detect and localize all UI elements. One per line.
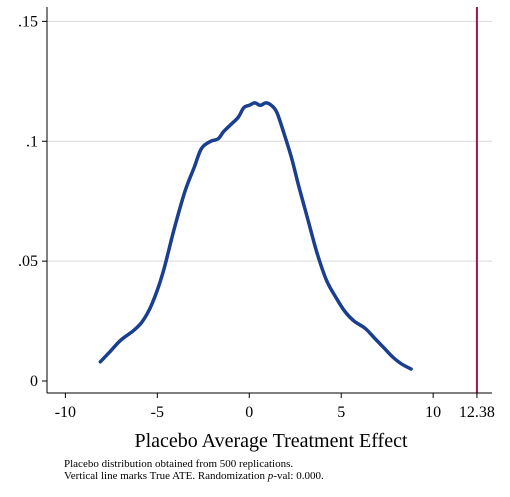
note-line-2-value: -val: 0.000. (273, 470, 324, 482)
x-axis-ticks: -10 -5 0 5 10 12.38 (55, 393, 495, 421)
y-tick-label-0: 0 (30, 373, 38, 390)
x-tick-label-4: 10 (425, 404, 441, 421)
x-tick-label-2: 0 (245, 404, 253, 421)
x-tick-label-0: -10 (55, 404, 76, 421)
x-axis-title: Placebo Average Treatment Effect (134, 430, 408, 452)
note-line-2-pval-italic: p (267, 470, 274, 482)
x-tick-label-1: -5 (151, 404, 164, 421)
y-axis-ticks: 0 .05 .1 .15 (18, 13, 47, 390)
y-tick-label-1: .05 (18, 253, 38, 270)
x-tick-label-5: 12.38 (459, 404, 495, 421)
y-tick-label-2: .1 (26, 133, 38, 150)
x-tick-label-3: 5 (337, 404, 345, 421)
grid-lines (47, 20, 492, 262)
note-line-1: Placebo distribution obtained from 500 r… (64, 458, 294, 470)
series-line-placebo-density (98, 101, 413, 371)
y-tick-label-3: .15 (18, 13, 38, 30)
note-line-2: Vertical line marks True ATE. Randomizat… (64, 470, 324, 482)
note-line-2-text: Vertical line marks True ATE. Randomizat… (64, 470, 268, 482)
